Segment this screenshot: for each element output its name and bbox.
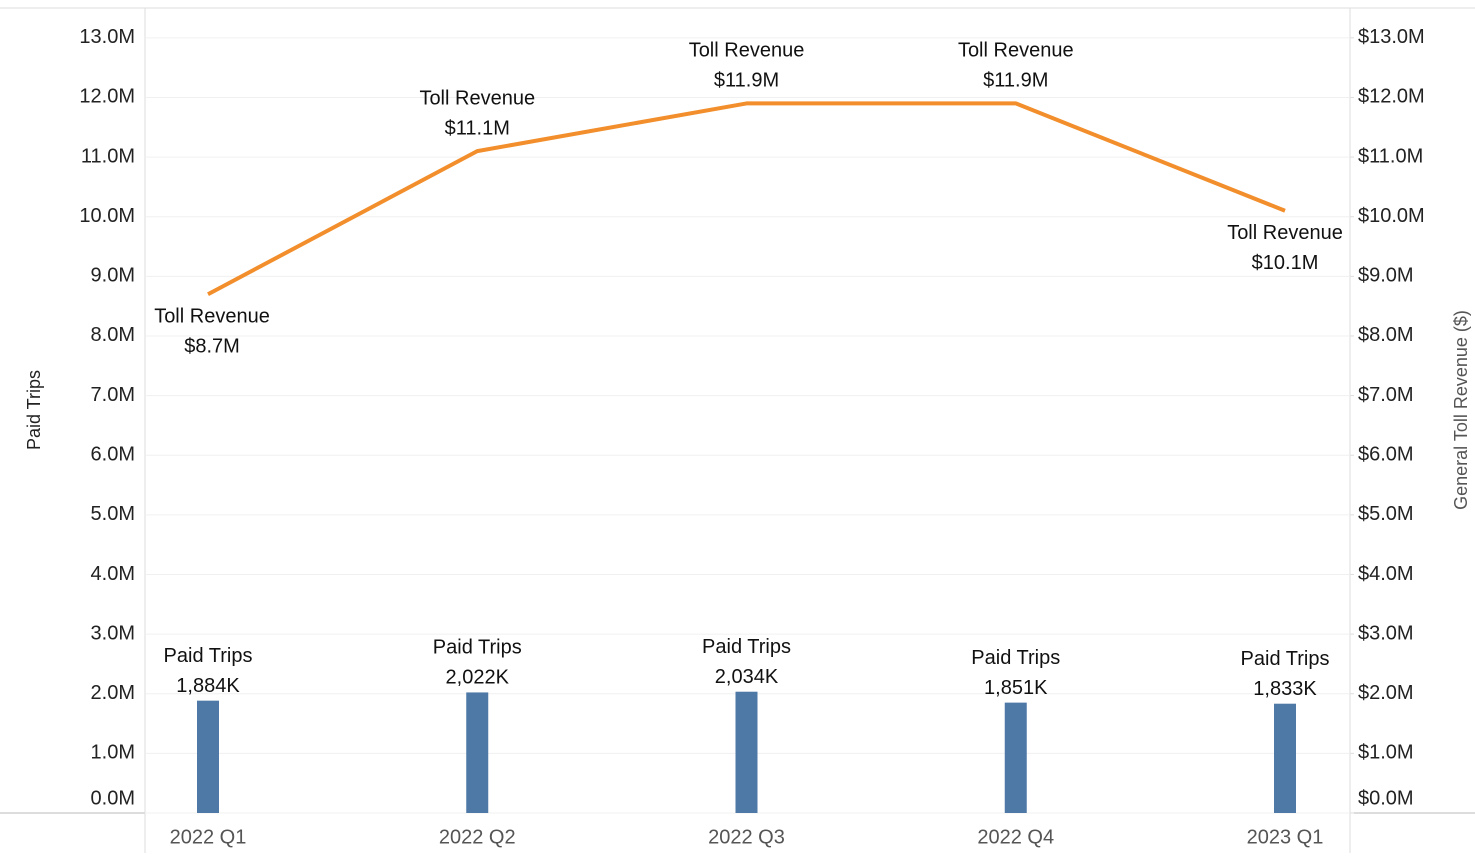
bar bbox=[1274, 703, 1296, 813]
data-label-name: Toll Revenue bbox=[689, 40, 805, 62]
data-label-name: Toll Revenue bbox=[154, 306, 270, 328]
x-tick-label: 2022 Q3 bbox=[708, 826, 785, 848]
data-label-name: Toll Revenue bbox=[958, 40, 1074, 62]
data-label: $11.9M bbox=[983, 70, 1048, 92]
y2-tick-label: $0.0M bbox=[1358, 787, 1414, 809]
bar bbox=[1004, 702, 1027, 813]
data-label: $11.1M bbox=[445, 117, 510, 139]
data-label-name: Toll Revenue bbox=[419, 87, 535, 109]
y2-axis-title: General Toll Revenue ($) bbox=[1451, 310, 1471, 510]
y-tick-label: 6.0M bbox=[91, 444, 135, 466]
line bbox=[207, 101, 1286, 296]
data-label: 1,851K bbox=[984, 677, 1048, 699]
y-tick-label: 5.0M bbox=[91, 503, 135, 525]
y-tick-label: 12.0M bbox=[79, 86, 135, 108]
y-tick-label: 11.0M bbox=[81, 145, 135, 167]
y-tick-label: 1.0M bbox=[91, 742, 135, 764]
data-label: 2,022K bbox=[446, 667, 510, 689]
data-label-name: Paid Trips bbox=[971, 647, 1060, 669]
y2-tick-label: $5.0M bbox=[1358, 503, 1414, 525]
y2-tick-label: $1.0M bbox=[1358, 742, 1414, 764]
y2-tick-label: $13.0M bbox=[1358, 26, 1425, 48]
x-tick-label: 2022 Q4 bbox=[977, 826, 1054, 848]
y2-tick-label: $12.0M bbox=[1358, 86, 1425, 108]
bar bbox=[735, 691, 758, 813]
y2-tick-label: $8.0M bbox=[1358, 324, 1414, 346]
y2-tick-label: $2.0M bbox=[1358, 682, 1414, 704]
data-label: 2,034K bbox=[715, 666, 779, 688]
y2-tick-label: $6.0M bbox=[1358, 444, 1414, 466]
y-tick-label: 2.0M bbox=[91, 682, 135, 704]
y-tick-label: 8.0M bbox=[91, 324, 135, 346]
data-label-name: Paid Trips bbox=[433, 637, 522, 659]
x-tick-label: 2022 Q2 bbox=[439, 826, 516, 848]
data-label-name: Paid Trips bbox=[702, 636, 791, 658]
y2-tick-label: $3.0M bbox=[1358, 622, 1414, 644]
data-label: $8.7M bbox=[184, 336, 240, 358]
data-label: 1,833K bbox=[1253, 678, 1317, 700]
bar bbox=[466, 692, 489, 813]
y2-tick-label: $9.0M bbox=[1358, 265, 1414, 287]
data-label: $10.1M bbox=[1252, 252, 1319, 274]
y-tick-label: 9.0M bbox=[91, 265, 135, 287]
y-axis-title: Paid Trips bbox=[24, 370, 44, 450]
data-label: 1,884K bbox=[176, 675, 240, 697]
data-label-name: Paid Trips bbox=[1241, 648, 1330, 670]
y2-tick-label: $7.0M bbox=[1358, 384, 1414, 406]
y-tick-label: 4.0M bbox=[91, 563, 135, 585]
x-tick-label: 2022 Q1 bbox=[170, 826, 247, 848]
y-tick-label: 13.0M bbox=[79, 26, 135, 48]
x-tick-label: 2023 Q1 bbox=[1247, 826, 1324, 848]
y-tick-label: 0.0M bbox=[91, 787, 135, 809]
y2-tick-label: $4.0M bbox=[1358, 563, 1414, 585]
y-tick-label: 3.0M bbox=[91, 622, 135, 644]
y-tick-label: 7.0M bbox=[91, 384, 135, 406]
data-label: $11.9M bbox=[714, 70, 779, 92]
data-label-name: Paid Trips bbox=[164, 645, 253, 667]
y2-tick-label: $10.0M bbox=[1358, 205, 1425, 227]
y-tick-label: 10.0M bbox=[79, 205, 135, 227]
y2-tick-label: $11.0M bbox=[1358, 145, 1423, 167]
data-label-name: Toll Revenue bbox=[1227, 222, 1343, 244]
bar bbox=[197, 700, 219, 813]
